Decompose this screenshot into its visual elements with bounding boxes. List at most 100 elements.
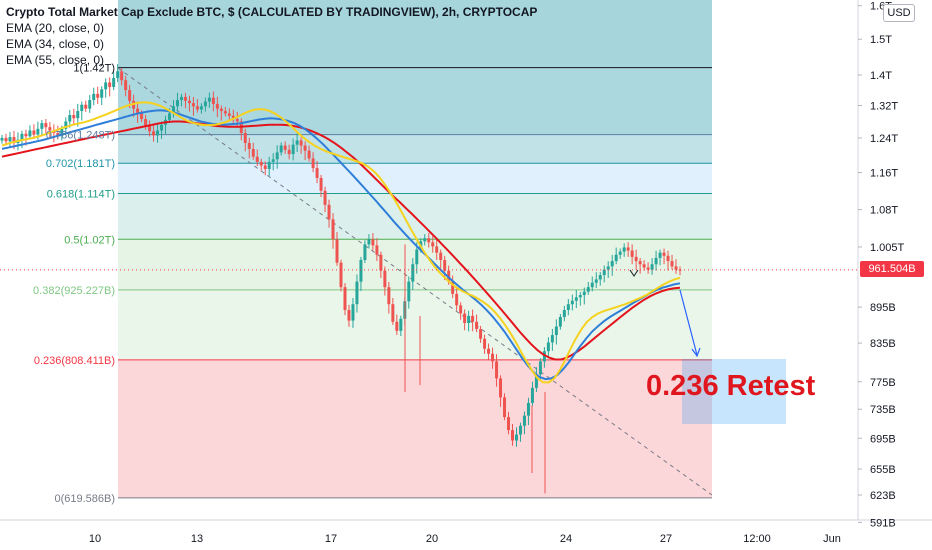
candle bbox=[199, 103, 203, 114]
candle bbox=[259, 158, 263, 171]
candle bbox=[247, 137, 251, 159]
candle bbox=[367, 234, 371, 249]
candle-body bbox=[491, 353, 495, 362]
candle bbox=[538, 358, 542, 380]
candle bbox=[510, 423, 514, 446]
last-price-tag: 961.504B bbox=[860, 261, 924, 277]
candle-body bbox=[407, 281, 411, 302]
candle-body bbox=[315, 168, 319, 178]
candle-body bbox=[8, 137, 12, 142]
candle bbox=[439, 249, 443, 269]
legend-ema55[interactable]: EMA (55, close, 0) bbox=[6, 53, 105, 67]
candle bbox=[124, 76, 128, 97]
time-tick-label: 20 bbox=[426, 533, 438, 545]
candle bbox=[279, 142, 283, 156]
candle-body bbox=[219, 108, 223, 112]
candle bbox=[44, 118, 48, 135]
candle bbox=[475, 314, 479, 333]
candle bbox=[32, 124, 36, 139]
candle-body bbox=[526, 402, 530, 416]
candle-body bbox=[475, 321, 479, 329]
candle bbox=[411, 258, 415, 290]
candle-body bbox=[343, 287, 347, 310]
time-tick-label: 10 bbox=[89, 533, 101, 545]
candle-body bbox=[347, 309, 351, 321]
candle bbox=[618, 248, 622, 259]
candle bbox=[323, 186, 327, 213]
candle bbox=[175, 92, 179, 112]
candle bbox=[570, 294, 574, 311]
candle-body bbox=[355, 281, 359, 305]
candle bbox=[120, 68, 124, 86]
candle-body bbox=[674, 266, 678, 270]
candle-body bbox=[626, 247, 630, 251]
candle bbox=[80, 101, 84, 121]
candle-body bbox=[56, 132, 60, 137]
candle bbox=[467, 310, 471, 332]
legend-ema34[interactable]: EMA (34, close, 0) bbox=[6, 37, 105, 51]
candle bbox=[179, 93, 183, 107]
candle bbox=[375, 238, 379, 262]
candle bbox=[331, 213, 335, 249]
candle-body bbox=[215, 103, 219, 109]
candle-body bbox=[467, 315, 471, 323]
candle bbox=[136, 101, 140, 123]
candle-body bbox=[415, 249, 419, 265]
candle-body bbox=[522, 415, 526, 426]
candle-body bbox=[487, 348, 491, 354]
candle bbox=[327, 199, 331, 228]
candle bbox=[590, 276, 594, 292]
candle-body bbox=[191, 103, 195, 107]
candle-body bbox=[331, 219, 335, 240]
candle-body bbox=[92, 93, 96, 101]
candle bbox=[343, 283, 347, 316]
candle bbox=[339, 259, 343, 292]
fib-zone-0.786 bbox=[118, 134, 712, 164]
price-tick-label: 591B bbox=[870, 517, 896, 529]
candle-body bbox=[530, 387, 534, 403]
candle-body bbox=[223, 111, 227, 114]
candle-body bbox=[367, 239, 371, 245]
candle bbox=[100, 86, 104, 106]
candle-body bbox=[510, 430, 514, 441]
candle bbox=[459, 302, 463, 320]
candle-body bbox=[271, 159, 275, 162]
price-tick-label: 895B bbox=[870, 302, 896, 314]
candle bbox=[383, 266, 387, 296]
fib-label-1: 1(1.42T) bbox=[73, 63, 115, 75]
candle-body bbox=[203, 101, 207, 107]
candle bbox=[84, 100, 88, 112]
candle-body bbox=[654, 257, 658, 265]
candle-body bbox=[299, 140, 303, 146]
fib-label-0.618: 0.618(1.114T) bbox=[47, 189, 115, 201]
candle-body bbox=[267, 161, 271, 169]
candle bbox=[471, 309, 475, 332]
fib-zone-0.236 bbox=[118, 359, 712, 498]
candle-body bbox=[479, 328, 483, 339]
candle-body bbox=[283, 145, 287, 150]
candle-body bbox=[534, 374, 538, 388]
candle bbox=[235, 111, 239, 128]
candle bbox=[642, 260, 646, 271]
price-tick-label: 655B bbox=[870, 464, 896, 476]
candle-body bbox=[148, 125, 152, 132]
candle-body bbox=[395, 321, 399, 331]
candle bbox=[530, 381, 534, 407]
legend-ema20[interactable]: EMA (20, close, 0) bbox=[6, 21, 105, 35]
candle bbox=[207, 92, 211, 108]
candle bbox=[534, 367, 538, 392]
ema-layer bbox=[1, 101, 681, 384]
candle bbox=[395, 314, 399, 335]
candle-body bbox=[64, 121, 68, 129]
candle bbox=[291, 138, 295, 161]
currency-button[interactable]: USD bbox=[883, 4, 915, 22]
candle bbox=[423, 234, 427, 246]
candle bbox=[518, 422, 522, 442]
candle bbox=[112, 71, 116, 91]
candle-body bbox=[68, 115, 72, 122]
candle bbox=[638, 257, 642, 274]
candle-body bbox=[514, 434, 518, 441]
candle-body bbox=[614, 254, 618, 262]
